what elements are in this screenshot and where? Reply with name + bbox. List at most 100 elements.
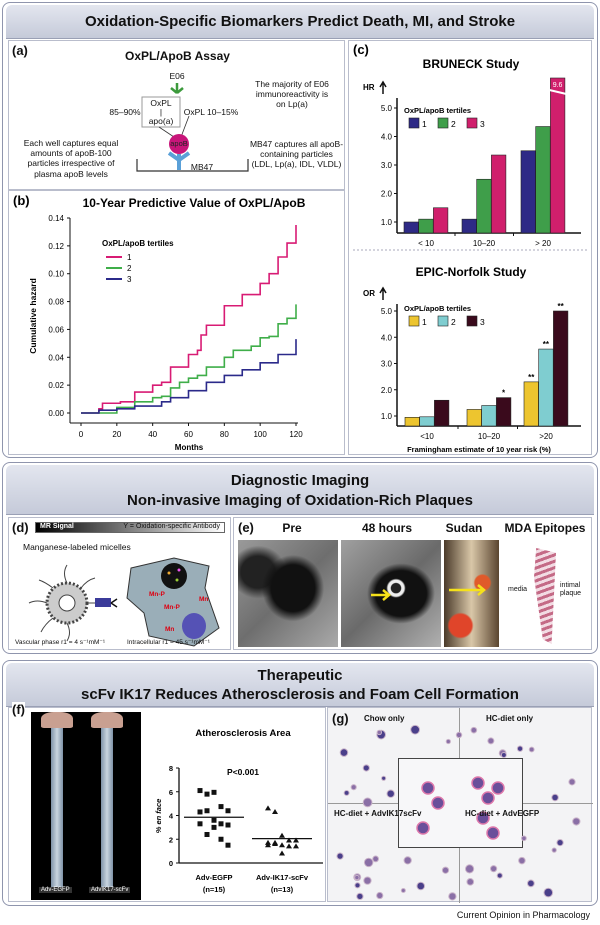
legend-label: 1 [422,317,427,327]
x-tick-label: > 20 [535,239,551,248]
x-tick-label: 120 [289,430,303,439]
data-point [218,836,224,842]
group-n: (n=13) [271,885,294,894]
data-point [211,824,217,830]
cell [500,751,507,758]
x-tick-label: 40 [148,430,157,439]
image-caption-sudan: Sudan [445,521,483,535]
y-tick-label: 0.14 [48,214,64,223]
y-tick-label: 2.0 [381,386,393,395]
panel-b: (b) 10-Year Predictive Value of OxPL/ApoB… [8,190,345,455]
data-point [286,837,292,843]
bar-2-1 [481,405,497,427]
y-axis-label: OR [363,289,375,298]
group-n: (n=15) [203,885,226,894]
cell [441,866,450,874]
well-bracket [136,159,249,172]
y-tick-label: 8 [169,764,173,773]
data-point [279,850,285,856]
quadrant-label-hc: HC-diet only [486,714,534,723]
aorta-photo: Adv-EGFP AdvIK17-scFv [31,712,141,900]
bar-1-1 [461,218,477,234]
bar-value-label: 9.6 [553,82,563,89]
bar-1-1 [466,409,482,427]
cell [516,745,524,752]
data-point [204,791,210,797]
journal-credit: Current Opinion in Pharmacology [456,910,590,920]
x-tick-label: >20 [539,432,553,441]
cell [470,726,478,734]
panel-label: (a) [12,43,28,58]
section-header: Diagnostic Imaging Non-invasive Imaging … [6,465,594,515]
cell [350,784,357,791]
intracellular-relaxivity: Intracellular r1 = 45 s⁻¹mM⁻¹ [127,639,210,646]
bar-3-2 [550,77,566,234]
data-point [293,837,299,843]
nucleus [182,613,206,639]
data-point [293,843,299,849]
cell [362,797,373,808]
chart-title: 10-Year Predictive Value of OxPL/ApoB [83,196,306,210]
cell [543,887,554,898]
y-tick-label: 0.12 [48,242,64,251]
cell [376,729,383,736]
intimal-plaque-label: intimal plaque [560,582,582,598]
note-right-bottom: MB47 captures all apoB-containing partic… [249,139,344,170]
cell [518,856,526,865]
aorta-label-ik17: AdvIK17-scFv [89,887,131,893]
data-point [204,832,210,837]
cell [568,778,576,786]
legend-label: 2 [127,264,132,273]
cell [445,738,451,745]
section-title-2: scFv IK17 Reduces Atherosclerosis and Fo… [81,686,519,703]
y-tick-label: 0.10 [48,270,64,279]
y-tick-label: 0.00 [48,409,64,418]
x-tick-label: 10–20 [473,239,496,248]
legend-title: OxPL/apoB tertiles [102,239,174,248]
mn-label: Mn [165,626,175,633]
panel-label: (d) [12,520,29,535]
bar-2-2 [535,126,551,234]
vascular-relaxivity: Vascular phase r1 = 4 s⁻¹mM⁻¹ [15,639,106,646]
antibody-tag [95,598,111,607]
cell [376,891,384,900]
legend-label: 2 [451,317,456,327]
cell [381,775,387,781]
cell [343,789,350,796]
cell [464,864,475,874]
significance-mark: ** [557,302,564,311]
micelle-and-cell-illustration [28,557,220,647]
panel-e: (e) Pre 48 hours Sudan MDA Epitopes medi… [233,517,592,650]
bar-3-1 [491,154,507,234]
y-tick-label: 3.0 [381,161,393,170]
e06-antibody-icon [170,83,184,94]
legend-swatch [437,315,449,327]
mr-signal-gradient-bar: MR Signal Y = Oxidation-specific Antibod… [35,522,225,533]
x-tick-label: 0 [79,430,84,439]
y-tick-label: 3.0 [381,360,393,369]
cell [527,879,535,888]
legend-swatch [466,117,478,129]
cell [362,764,370,772]
data-point [272,839,278,845]
pct-left: 85–90% [109,107,141,117]
legend-label: 1 [422,119,427,129]
legend-swatch [408,315,420,327]
data-point [265,805,271,811]
cell [455,731,463,739]
note-left: Each well captures equal amounts of apoB… [23,138,119,179]
y-tick-label: 1.0 [381,218,393,227]
bar-charts-c: (c) BRUNECK Study HR 1.0 2.0 3.0 4.0 5.0 < 10 10–… [353,42,589,454]
cell [551,847,557,853]
panel-g: (g) Chow only HC-diet only HC-diet + Adv… [327,707,593,903]
y-tick-label: 0.08 [48,298,64,307]
legend-label: 3 [480,119,485,129]
chart-title: Atherosclerosis Area [195,728,291,739]
antibody-legend: Y = Oxidation-specific Antibody [123,523,220,530]
cell [466,878,475,886]
cell [356,892,364,901]
cell [551,793,559,802]
panel-label: (g) [332,711,349,726]
pct-right: OxPL 10–15% [183,107,239,117]
image-caption-pre: Pre [282,521,302,535]
